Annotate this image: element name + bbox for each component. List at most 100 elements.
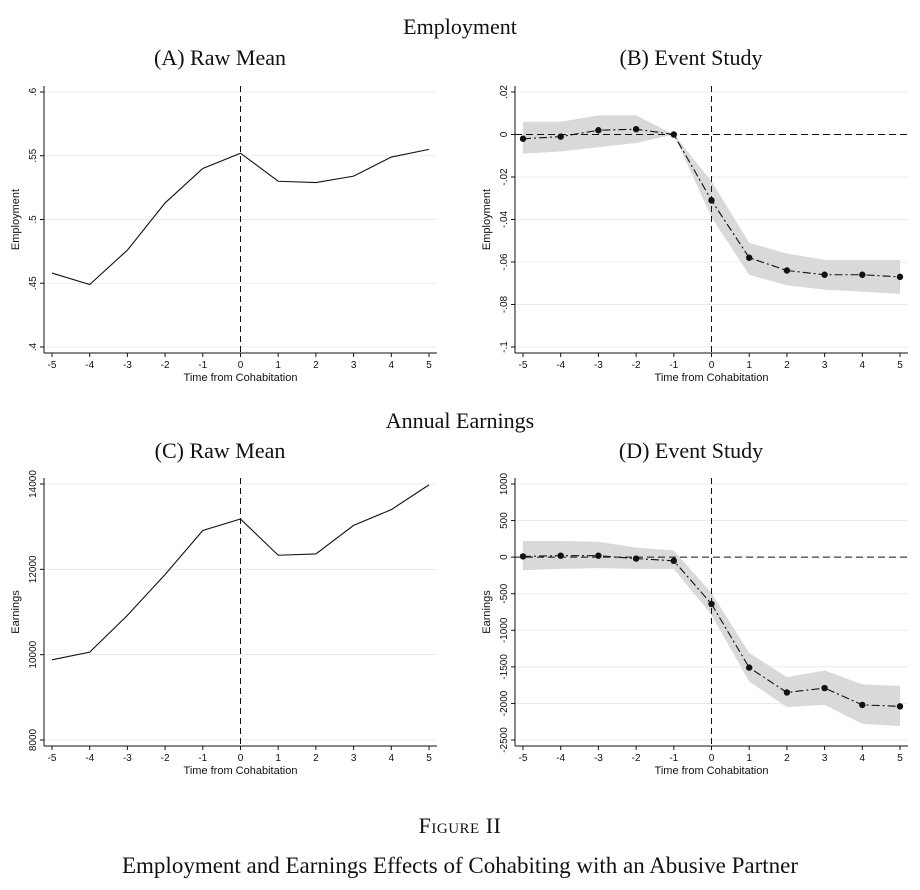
chart-a-x-tick-label: -4	[85, 360, 94, 371]
chart-d-x-tick-label: -4	[556, 753, 565, 764]
chart-d-y-axis-label: Earnings	[481, 590, 493, 634]
chart-c: 8000 10000 12000 14000 -5 -4 -3 -2 -1 0 1 2 3 4 5 Time …	[10, 470, 437, 777]
chart-d-x-tick-label: -3	[594, 753, 603, 764]
chart-b: -.1 -.08 -.06 -.04 -.02 0 .02 -5 -4 -3 -2 -1 0 1 2 3 4 5 T…	[481, 85, 908, 384]
chart-a-x-tick-label: 5	[426, 360, 432, 371]
chart-b-data-point	[595, 127, 602, 134]
chart-b-y-tick-label: -.04	[499, 210, 510, 228]
chart-d-data-point	[519, 553, 527, 560]
chart-a-y-tick-label: .45	[28, 276, 39, 290]
chart-b-x-tick-label: -4	[556, 360, 565, 371]
panel-title-c: (C) Raw Mean	[154, 438, 286, 463]
chart-b-data-point	[746, 254, 753, 261]
chart-b-x-tick-label: 3	[822, 360, 828, 371]
chart-d-data-point	[896, 703, 904, 710]
chart-b-data-point	[519, 135, 527, 142]
chart-c-x-tick-label: -3	[123, 753, 132, 764]
chart-a-x-tick-label: 3	[351, 360, 357, 371]
chart-d-data-point	[746, 664, 753, 671]
chart-b-data-point	[632, 125, 640, 133]
chart-d-data-point	[821, 684, 828, 692]
section-title-earnings: Annual Earnings	[385, 408, 535, 433]
panel-title-a: (A) Raw Mean	[154, 45, 286, 70]
chart-b-x-tick-label: -2	[632, 360, 641, 371]
chart-c-x-tick-label: -5	[48, 753, 57, 764]
chart-a: .4 .45 .5 .55 .6 -5 -4 -3 -2 -1 0 1 2 3 4 5 Time from Co…	[10, 86, 437, 384]
chart-c-y-tick-label: 14000	[28, 470, 39, 498]
chart-d-y-tick-label: 500	[499, 512, 510, 529]
chart-d-data-point	[670, 557, 677, 564]
chart-b-y-tick-label: -.06	[499, 253, 510, 271]
chart-b-ci-band	[523, 115, 900, 294]
chart-b-data-point	[670, 131, 677, 138]
chart-a-x-tick-label: -1	[198, 360, 207, 371]
figure-label: Figure II	[418, 813, 502, 838]
chart-d-x-tick-label: 2	[784, 753, 790, 764]
chart-c-x-tick-label: -4	[85, 753, 94, 764]
chart-b-x-tick-label: -1	[669, 360, 678, 371]
chart-b-y-tick-label: .02	[499, 85, 510, 99]
chart-d-data-point	[557, 552, 564, 559]
chart-b-x-tick-label: -3	[594, 360, 603, 371]
figure-caption: Employment and Earnings Effects of Cohab…	[121, 853, 799, 878]
chart-b-x-tick-label: 2	[784, 360, 790, 371]
chart-c-x-axis-label: Time from Cohabitation	[184, 765, 298, 777]
chart-d-x-tick-label: -5	[519, 753, 528, 764]
chart-d-x-tick-label: 0	[709, 753, 715, 764]
chart-a-y-tick-label: .4	[28, 342, 39, 351]
chart-b-x-axis-label: Time from Cohabitation	[655, 372, 769, 384]
chart-a-x-tick-label: -2	[161, 360, 170, 371]
chart-b-data-point	[708, 197, 715, 204]
chart-c-x-tick-label: -2	[161, 753, 170, 764]
chart-d-y-tick-label: -2500	[499, 727, 510, 753]
chart-a-y-tick-label: .55	[28, 148, 39, 162]
chart-d-x-tick-label: 1	[746, 753, 752, 764]
chart-d-x-axis-label: Time from Cohabitation	[655, 765, 769, 777]
chart-c-x-tick-label: 0	[238, 753, 244, 764]
chart-a-y-tick-label: .5	[28, 215, 39, 224]
chart-d-y-tick-label: -1000	[499, 617, 510, 643]
chart-b-x-tick-label: 5	[897, 360, 903, 371]
chart-c-x-tick-label: -1	[198, 753, 207, 764]
chart-b-data-point	[557, 133, 564, 140]
chart-a-x-tick-label: 0	[238, 360, 244, 371]
chart-d-data-point	[595, 552, 602, 559]
chart-c-y-tick-label: 10000	[28, 640, 39, 668]
chart-b-y-axis-label: Employment	[481, 189, 493, 250]
chart-a-y-tick-label: .6	[28, 87, 39, 96]
chart-d-data-point	[859, 701, 866, 709]
chart-b-x-tick-label: -5	[519, 360, 528, 371]
chart-c-y-tick-label: 12000	[28, 555, 39, 583]
chart-a-x-tick-label: 2	[313, 360, 319, 371]
chart-d-x-tick-label: 5	[897, 753, 903, 764]
chart-a-x-tick-label: 4	[389, 360, 395, 371]
chart-b-x-tick-label: 4	[860, 360, 866, 371]
chart-b-x-tick-label: 0	[709, 360, 715, 371]
chart-d: -2500 -2000 -1500 -1000 -500 0 500 1000 -5 -4 -3 -2…	[481, 472, 908, 777]
chart-c-x-tick-label: 5	[426, 753, 432, 764]
chart-d-x-tick-label: -1	[669, 753, 678, 764]
chart-c-y-axis-label: Earnings	[10, 590, 22, 634]
chart-d-x-tick-label: 4	[860, 753, 866, 764]
chart-b-data-point	[896, 273, 904, 281]
chart-d-x-tick-label: 3	[822, 753, 828, 764]
chart-c-x-tick-label: 2	[313, 753, 319, 764]
chart-d-y-tick-label: -2000	[499, 690, 510, 716]
chart-b-y-tick-label: 0	[499, 131, 510, 137]
chart-d-y-tick-label: -1500	[499, 654, 510, 680]
chart-b-data-point	[859, 271, 866, 278]
chart-c-x-tick-label: 3	[351, 753, 357, 764]
chart-d-data-point	[708, 600, 715, 608]
chart-c-y-tick-label: 8000	[28, 728, 39, 751]
section-title-employment: Employment	[403, 14, 517, 39]
chart-c-x-tick-label: 4	[389, 753, 395, 764]
chart-b-y-tick-label: -.08	[499, 295, 510, 313]
chart-b-y-tick-label: -.02	[499, 168, 510, 186]
chart-b-data-point	[783, 267, 791, 274]
chart-a-x-tick-label: 1	[275, 360, 281, 371]
chart-b-x-tick-label: 1	[746, 360, 752, 371]
chart-a-x-tick-label: -5	[48, 360, 57, 371]
panel-title-d: (D) Event Study	[618, 438, 764, 463]
chart-d-y-tick-label: 1000	[499, 472, 510, 495]
